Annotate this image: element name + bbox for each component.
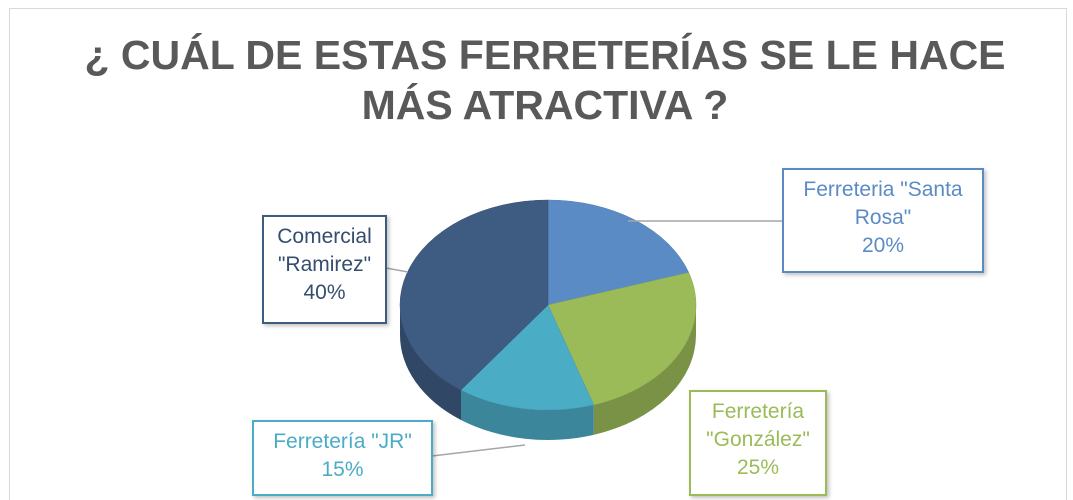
data-label: Ferretería "JR" 15%	[252, 420, 433, 496]
leader-line	[431, 444, 526, 457]
slice-side	[593, 305, 696, 435]
chart-frame	[9, 8, 1067, 500]
value-label: 20%	[861, 234, 905, 257]
data-label: Comercial "Ramirez" 40%	[262, 215, 387, 324]
category-label: Comercial "Ramirez"	[277, 225, 372, 276]
slice-side	[461, 389, 594, 441]
data-label: Ferreteria "Santa Rosa" 20%	[782, 168, 984, 273]
slice-side	[400, 305, 462, 420]
value-label: 25%	[736, 456, 780, 479]
slice	[547, 199, 690, 306]
chart-title: ¿ CUÁL DE ESTAS FERRETERÍAS SE LE HACE M…	[84, 32, 1006, 128]
category-label: Ferretería "JR"	[273, 430, 412, 453]
category-label: Ferreteria "Santa Rosa"	[803, 178, 963, 229]
value-label: 40%	[303, 281, 346, 304]
category-label: Ferretería "González"	[706, 400, 810, 451]
slice	[460, 304, 595, 411]
data-label: Ferretería "González" 25%	[689, 390, 827, 496]
value-label: 15%	[321, 458, 364, 481]
leader-line	[385, 267, 409, 273]
slice	[547, 272, 697, 406]
